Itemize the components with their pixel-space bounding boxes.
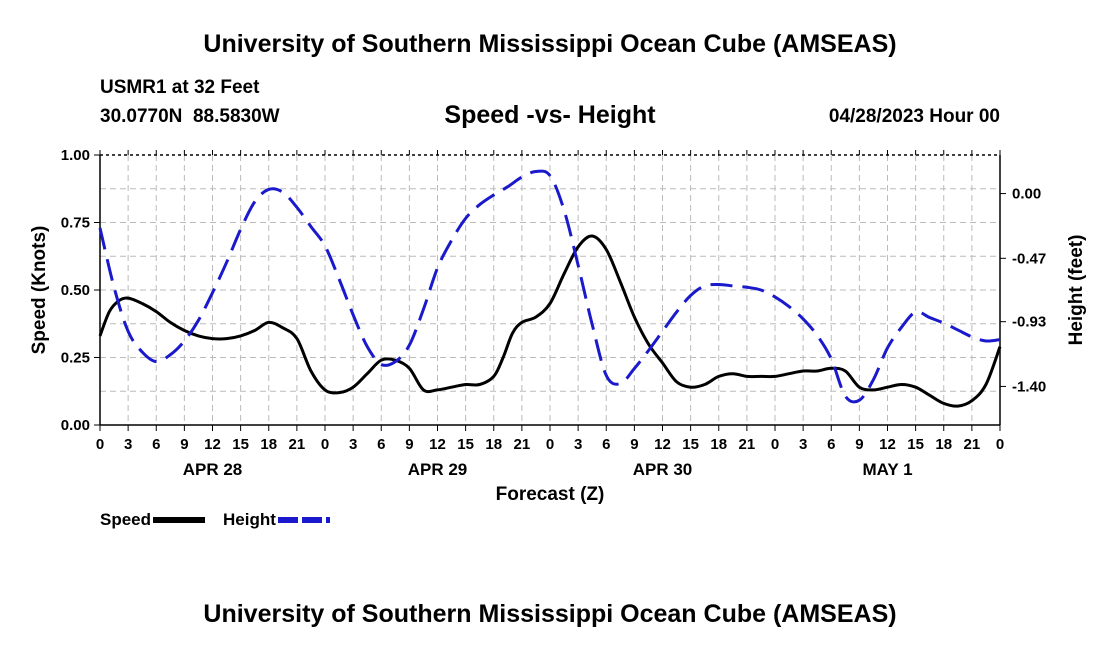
x-tick-label: 12 xyxy=(654,436,671,453)
x-tick-label: 0 xyxy=(546,436,554,453)
axes-layer: 0 3 6 9 12 15 18 21 0 3 6 9 12 15 18 21 0 3 6 9 12 15 18 21 0 3 6 9… xyxy=(61,147,1046,479)
x-tick-label: 12 xyxy=(429,436,446,453)
forecast-datetime: 04/28/2023 Hour 00 xyxy=(828,106,1000,127)
x-tick-label: 6 xyxy=(827,436,835,453)
speed-height-chart: 0 3 6 9 12 15 18 21 0 3 6 9 12 15 18 21 0 3 6 9 12 15 18 21 0 3 6 9… xyxy=(29,147,1087,505)
legend-height-label: Height xyxy=(223,510,276,529)
legend-height-swatch xyxy=(277,517,330,523)
x-tick-label: 21 xyxy=(514,436,531,453)
x-tick-label: 3 xyxy=(124,436,132,453)
x-tick-label: 18 xyxy=(485,436,502,453)
y-axis-label: Speed (Knots) xyxy=(29,226,50,355)
x-tick-label: 9 xyxy=(180,436,188,453)
x-tick-label: 6 xyxy=(152,436,160,453)
y-tick-label: 1.00 xyxy=(61,147,90,164)
x-tick-label: 21 xyxy=(289,436,306,453)
x-axis-label: Forecast (Z) xyxy=(496,484,605,505)
x-tick-label: 0 xyxy=(771,436,779,453)
y2-tick-label: -0.47 xyxy=(1012,250,1046,267)
x-tick-label: 21 xyxy=(964,436,981,453)
chart-legend: Speed Height xyxy=(100,510,330,530)
x-tick-label: 9 xyxy=(630,436,638,453)
x-tick-label: 3 xyxy=(799,436,807,453)
x-tick-label: 15 xyxy=(457,436,474,453)
x-tick-label: 15 xyxy=(232,436,249,453)
x-date-label: APR 29 xyxy=(408,460,468,479)
legend-speed-swatch xyxy=(153,517,206,523)
x-date-label: APR 28 xyxy=(183,460,243,479)
x-tick-label: 18 xyxy=(260,436,277,453)
x-tick-label: 3 xyxy=(574,436,582,453)
station-label: USMR1 at 32 Feet xyxy=(100,77,260,98)
x-tick-label: 6 xyxy=(602,436,610,453)
x-tick-label: 21 xyxy=(739,436,756,453)
y-tick-label: 0.00 xyxy=(61,417,90,434)
x-tick-label: 15 xyxy=(682,436,699,453)
y2-tick-label: 0.00 xyxy=(1012,186,1041,203)
x-tick-label: 9 xyxy=(855,436,863,453)
y2-tick-label: -1.40 xyxy=(1012,378,1046,395)
x-tick-label: 12 xyxy=(879,436,896,453)
x-tick-label: 6 xyxy=(377,436,385,453)
x-tick-label: 0 xyxy=(321,436,329,453)
x-tick-label: 15 xyxy=(907,436,924,453)
footer-title: University of Southern Mississippi Ocean… xyxy=(203,600,897,628)
y2-tick-label: -0.93 xyxy=(1012,314,1046,331)
y-tick-label: 0.50 xyxy=(61,282,90,299)
series-layer xyxy=(98,169,1002,408)
x-tick-label: 9 xyxy=(405,436,413,453)
legend-speed-label: Speed xyxy=(100,510,152,529)
y-tick-label: 0.75 xyxy=(61,215,90,232)
x-tick-label: 18 xyxy=(935,436,952,453)
series-line-height xyxy=(98,169,1001,404)
y2-axis-label: Height (feet) xyxy=(1066,235,1087,346)
series-line-speed xyxy=(98,234,1002,408)
x-date-label: MAY 1 xyxy=(862,460,912,479)
x-tick-label: 12 xyxy=(204,436,221,453)
chart-subtitle: Speed -vs- Height xyxy=(444,101,656,129)
grid-layer xyxy=(100,155,1000,425)
coordinates-label: 30.0770N 88.5830W xyxy=(100,106,280,127)
y-tick-label: 0.25 xyxy=(61,350,90,367)
x-tick-label: 0 xyxy=(996,436,1004,453)
page-title: University of Southern Mississippi Ocean… xyxy=(203,30,897,58)
x-tick-label: 0 xyxy=(96,436,104,453)
x-date-label: APR 30 xyxy=(633,460,693,479)
x-tick-label: 18 xyxy=(710,436,727,453)
x-tick-label: 3 xyxy=(349,436,357,453)
